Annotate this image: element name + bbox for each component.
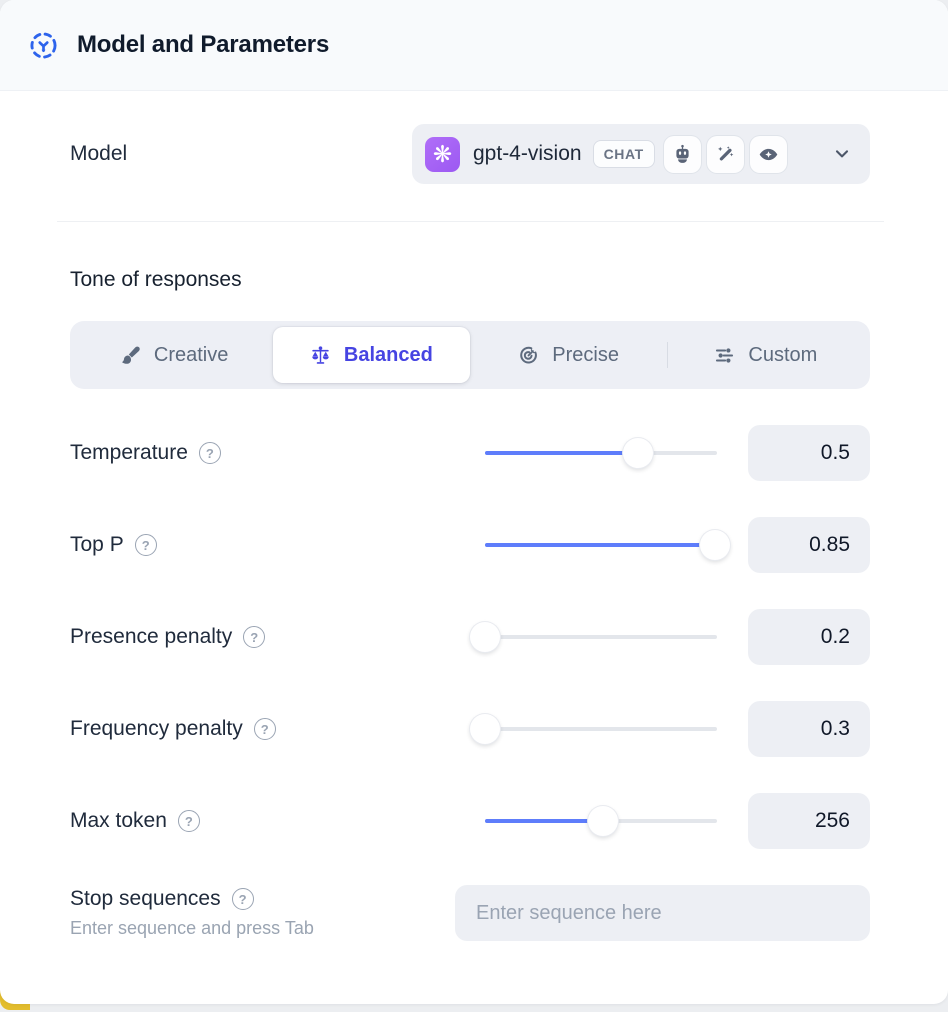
param-value-top-p[interactable]: 0.85 bbox=[748, 517, 870, 573]
param-value-frequency-penalty[interactable]: 0.3 bbox=[748, 701, 870, 757]
help-icon[interactable]: ? bbox=[243, 626, 266, 648]
model-select-dropdown[interactable]: gpt-4-vision CHAT bbox=[412, 124, 870, 184]
param-row-max-token: Max token ? 256 bbox=[70, 793, 870, 849]
param-label-temperature: Temperature bbox=[70, 441, 188, 464]
tone-option-balanced[interactable]: Balanced bbox=[273, 327, 470, 383]
model-hub-icon bbox=[28, 30, 59, 61]
model-row: Model gpt-4-vision CHAT bbox=[70, 124, 870, 184]
help-icon[interactable]: ? bbox=[231, 888, 254, 910]
slider-track[interactable] bbox=[485, 635, 717, 639]
param-slider[interactable] bbox=[485, 438, 717, 468]
openai-logo-icon bbox=[425, 136, 460, 172]
panel-title: Model and Parameters bbox=[77, 31, 330, 58]
param-slider[interactable] bbox=[485, 530, 730, 560]
chevron-down-icon bbox=[832, 144, 852, 164]
param-slider[interactable] bbox=[485, 806, 717, 836]
model-label: Model bbox=[70, 142, 128, 165]
sliders-icon bbox=[714, 345, 735, 366]
tone-section-title: Tone of responses bbox=[70, 268, 242, 291]
param-value-temperature[interactable]: 0.5 bbox=[748, 425, 870, 481]
param-value-presence-penalty[interactable]: 0.2 bbox=[748, 609, 870, 665]
param-label-top-p: Top P bbox=[70, 533, 124, 556]
help-icon[interactable]: ? bbox=[134, 534, 157, 556]
chat-type-badge: CHAT bbox=[592, 140, 655, 168]
section-divider bbox=[57, 221, 884, 222]
param-value-max-token[interactable]: 256 bbox=[748, 793, 870, 849]
help-icon[interactable]: ? bbox=[198, 442, 221, 464]
tone-option-creative[interactable]: Creative bbox=[76, 327, 272, 383]
bot-icon bbox=[663, 135, 701, 173]
stop-sequences-hint: Enter sequence and press Tab bbox=[70, 918, 314, 938]
param-slider[interactable] bbox=[470, 622, 717, 652]
param-label-max-token: Max token bbox=[70, 809, 167, 832]
slider-track[interactable] bbox=[485, 727, 717, 731]
param-row-frequency-penalty: Frequency penalty ? 0.3 bbox=[70, 701, 870, 757]
capability-chips bbox=[663, 135, 787, 173]
param-row-top-p: Top P ? 0.85 bbox=[70, 517, 870, 573]
slider-fill bbox=[485, 543, 715, 547]
target-icon bbox=[518, 345, 539, 366]
param-slider[interactable] bbox=[470, 714, 717, 744]
tone-option-precise[interactable]: Precise bbox=[471, 327, 667, 383]
slider-fill bbox=[485, 451, 639, 455]
slider-thumb[interactable] bbox=[623, 438, 654, 468]
slider-thumb[interactable] bbox=[470, 622, 500, 652]
tone-option-custom[interactable]: Custom bbox=[668, 327, 864, 383]
param-row-temperature: Temperature ? 0.5 bbox=[70, 425, 870, 481]
model-name: gpt-4-vision bbox=[473, 142, 582, 165]
segment-divider bbox=[666, 342, 668, 368]
stop-sequence-input[interactable] bbox=[455, 885, 870, 941]
slider-thumb[interactable] bbox=[470, 714, 500, 744]
magic-wand-icon bbox=[706, 135, 744, 173]
param-label-frequency-penalty: Frequency penalty bbox=[70, 717, 243, 740]
param-row-presence-penalty: Presence penalty ? 0.2 bbox=[70, 609, 870, 665]
stop-sequences-row: Stop sequences ? Enter sequence and pres… bbox=[70, 885, 870, 941]
paintbrush-icon bbox=[120, 345, 141, 366]
slider-fill bbox=[485, 819, 604, 823]
stop-sequences-label: Stop sequences bbox=[70, 887, 221, 910]
help-icon[interactable]: ? bbox=[177, 810, 200, 832]
help-icon[interactable]: ? bbox=[253, 718, 276, 740]
panel-header: Model and Parameters bbox=[0, 0, 948, 91]
param-label-presence-penalty: Presence penalty bbox=[70, 625, 233, 648]
slider-thumb[interactable] bbox=[699, 530, 730, 560]
slider-thumb[interactable] bbox=[588, 806, 619, 836]
vision-eye-icon bbox=[749, 135, 787, 173]
tone-segmented-control: Creative Balanced Precise Custom bbox=[70, 321, 870, 389]
parameter-rows: Temperature ? 0.5 Top P ? 0.85 Presence … bbox=[70, 425, 870, 849]
balance-icon bbox=[310, 345, 331, 366]
